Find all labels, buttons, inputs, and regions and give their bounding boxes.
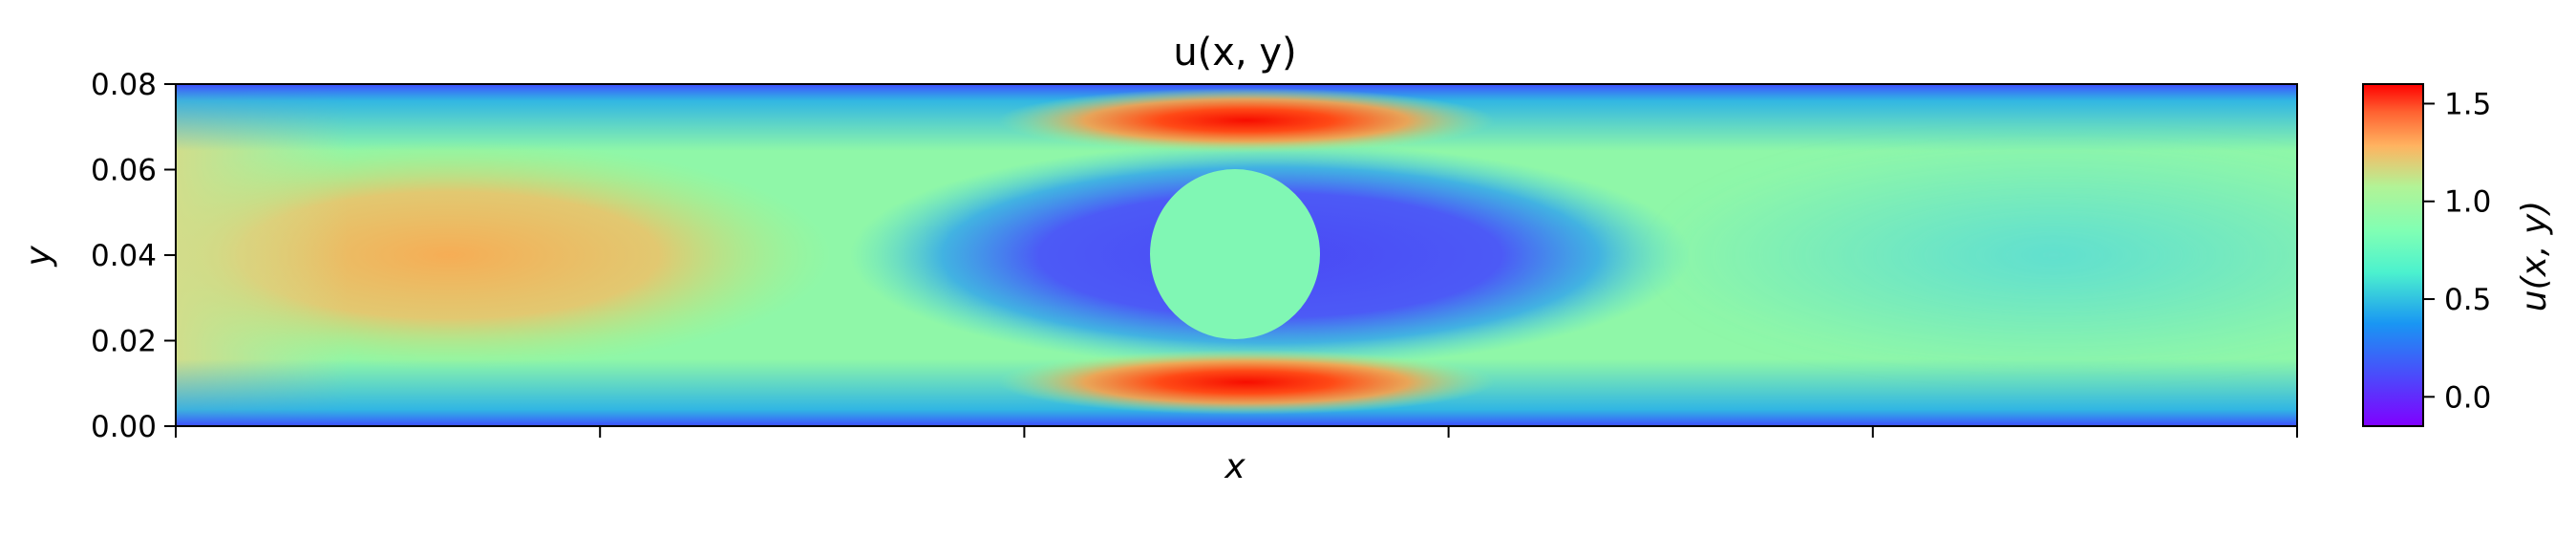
upper-jet	[998, 88, 1495, 153]
colorbar-tick-label: 1.0	[2444, 185, 2491, 220]
x-axis-label: x	[1224, 447, 1245, 486]
cylinder-obstacle	[1150, 169, 1320, 339]
plot-title: u(x, y)	[1173, 31, 1296, 75]
y-tick-label: 0.06	[91, 154, 157, 188]
colorbar-axis: 0.0 0.5 1.0 1.5	[2423, 87, 2491, 415]
colorbar-tick-label: 1.5	[2444, 87, 2491, 121]
colorbar-tick-label: 0.5	[2444, 283, 2491, 317]
x-axis	[175, 426, 2298, 438]
y-tick-label: 0.04	[91, 239, 157, 273]
y-axis-label: y	[19, 246, 58, 268]
colorbar-label: u(x, y)	[2515, 201, 2554, 311]
heatmap-field	[176, 84, 2297, 426]
colorbar	[2362, 83, 2424, 427]
y-axis: 0.00 0.02 0.04 0.06 0.08	[91, 68, 176, 444]
lower-jet	[998, 350, 1495, 415]
outlet-cyan-region	[1652, 140, 2297, 370]
y-tick-label: 0.08	[91, 68, 157, 102]
colorbar-tick-label: 0.0	[2444, 380, 2491, 415]
y-tick-label: 0.00	[91, 410, 157, 444]
y-tick-label: 0.02	[91, 325, 157, 359]
